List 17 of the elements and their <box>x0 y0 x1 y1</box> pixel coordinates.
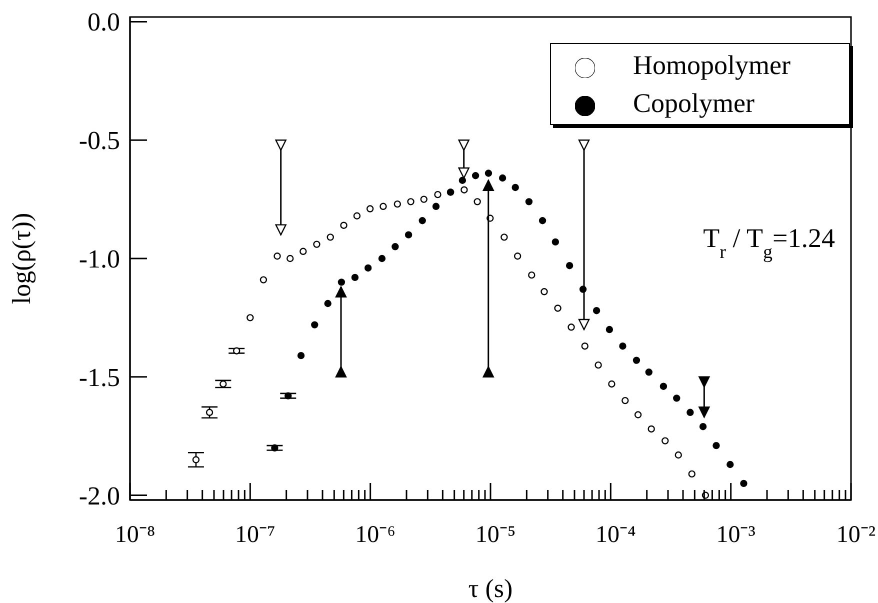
x-tick-label: 10⁻⁶ <box>355 522 396 548</box>
y-tick-label: -0.5 <box>78 126 120 156</box>
y-tick-label: -2.0 <box>78 481 120 510</box>
legend-label: Copolymer <box>633 88 754 118</box>
y-tick-label: -1.5 <box>78 362 120 392</box>
x-axis-title: τ (s) <box>468 574 513 603</box>
x-tick-label: 10⁻⁷ <box>234 522 276 548</box>
x-tick-label: 10⁻⁵ <box>475 522 516 548</box>
x-tick-label: 10⁻³ <box>716 522 756 548</box>
annotation: T$_{r}$ / T$_{g}$=1.24 <box>703 223 836 262</box>
y-axis-title: log(ρ(τ)) <box>7 212 36 304</box>
y-tick-label: -1.0 <box>78 244 120 274</box>
x-tick-label: 10⁻⁸ <box>114 522 156 548</box>
x-tick-label: 10⁻⁴ <box>595 522 636 548</box>
y-tick-label: 0.0 <box>88 8 120 37</box>
x-tick-label: 10⁻² <box>836 522 876 548</box>
legend-label: Homopolymer <box>633 50 790 80</box>
